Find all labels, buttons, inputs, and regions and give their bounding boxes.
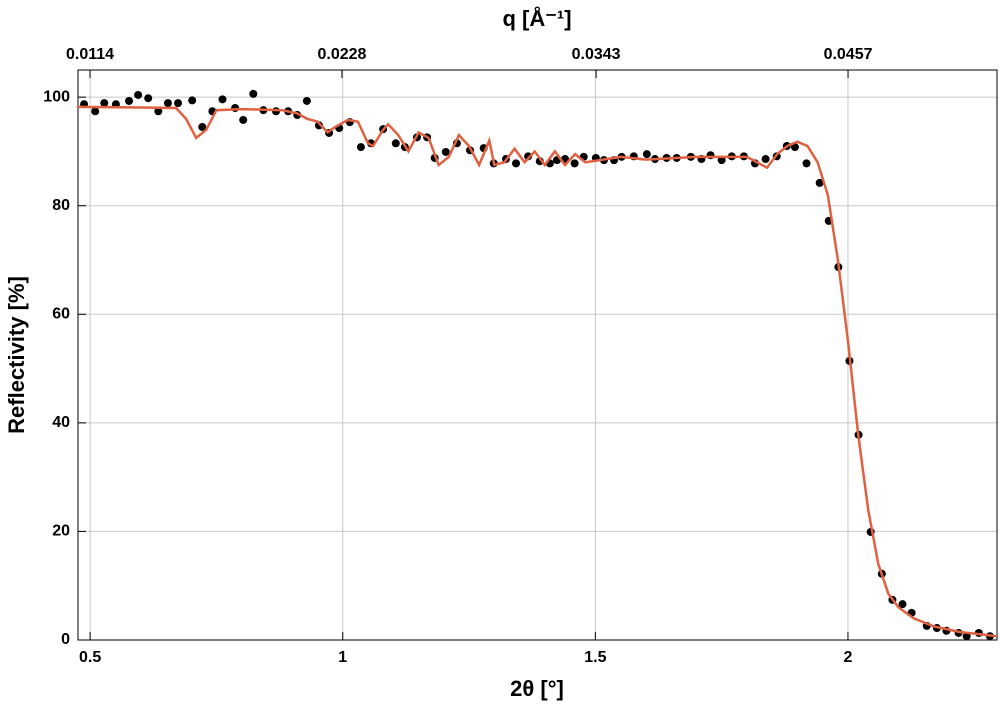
data-point [642, 150, 651, 159]
plot-frame [77, 69, 998, 641]
data-point [802, 159, 811, 168]
y-tick-label: 40 [52, 414, 70, 431]
data-point [188, 96, 197, 105]
x2-axis-label: q [Å⁻¹] [502, 5, 571, 31]
data-point [198, 123, 207, 131]
x2-tick-label: 0.0114 [66, 46, 114, 63]
data-point [163, 99, 172, 108]
y-tick-label: 60 [52, 306, 70, 323]
y-tick-label: 100 [43, 88, 70, 105]
data-point [239, 115, 248, 124]
data-point [125, 96, 134, 105]
x2-tick-label: 0.0343 [572, 46, 621, 63]
x-tick-label: 1 [338, 649, 347, 666]
data-point [144, 94, 153, 103]
x2-tick-label: 0.0228 [317, 46, 366, 63]
x2-tick-label: 0.0457 [824, 46, 873, 63]
data-point [815, 178, 824, 187]
data-point [231, 104, 240, 112]
data-point [302, 96, 311, 105]
data-point [790, 143, 799, 152]
data-point [91, 107, 100, 116]
y-tick-label: 0 [61, 631, 70, 648]
data-point [154, 107, 163, 116]
data-point [391, 139, 400, 148]
data-point [314, 121, 323, 130]
y-tick-label: 80 [52, 197, 70, 214]
data-point [218, 95, 227, 104]
data-point [441, 147, 450, 156]
data-point [134, 90, 143, 99]
y-tick-label: 20 [52, 523, 70, 540]
data-point [570, 159, 579, 168]
x-tick-label: 2 [844, 649, 853, 666]
data-point [512, 159, 521, 168]
data-point [356, 143, 365, 152]
data-point [174, 99, 183, 108]
data-point [898, 600, 907, 609]
data-point [761, 155, 770, 164]
data-point [249, 89, 258, 98]
data-point [100, 99, 109, 108]
fit-line [77, 105, 998, 638]
x-axis-label: 2θ [°] [510, 676, 564, 701]
data-point [524, 152, 533, 161]
y-axis-label: Reflectivity [%] [4, 276, 29, 434]
x-tick-label: 1.5 [584, 649, 606, 666]
x-tick-label: 0.5 [79, 649, 101, 666]
